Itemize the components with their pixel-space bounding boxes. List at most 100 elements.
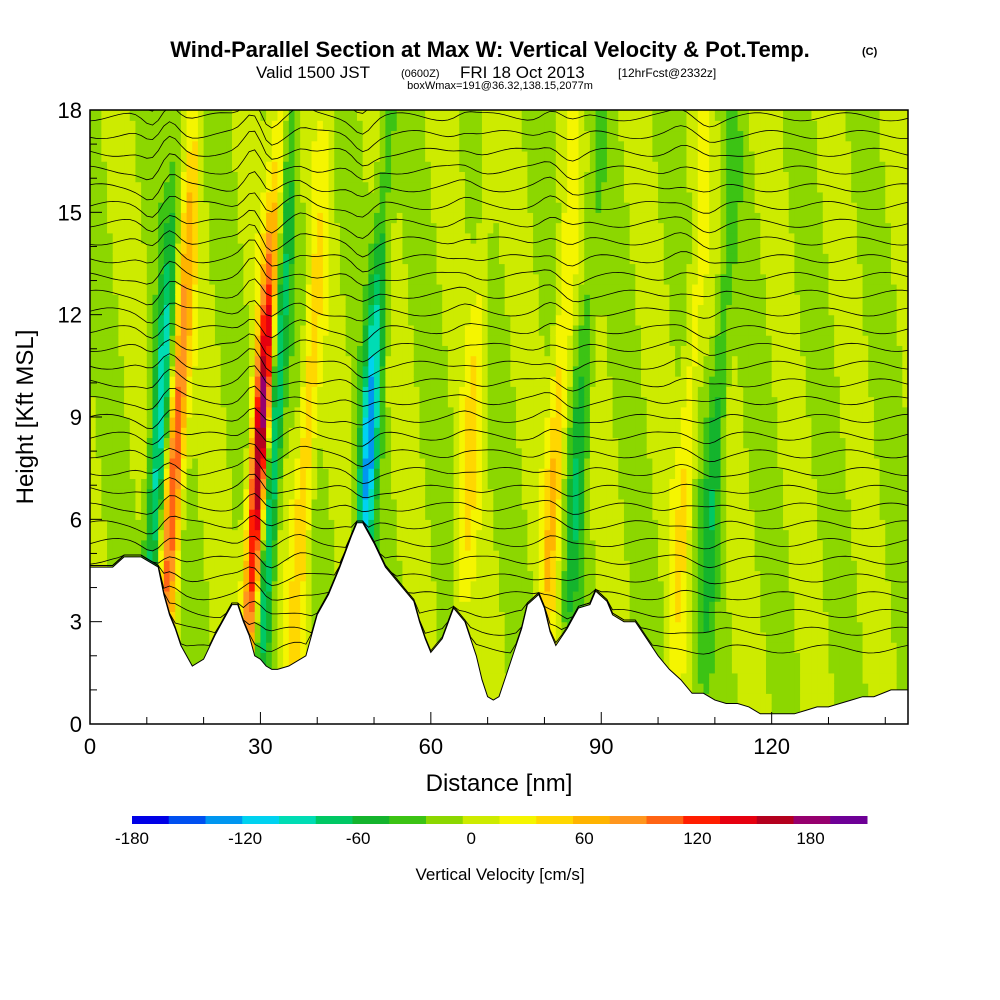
velocity-cell	[124, 417, 131, 428]
velocity-cell	[538, 150, 546, 162]
velocity-cell	[226, 550, 233, 561]
velocity-cell	[288, 560, 296, 572]
velocity-cell	[271, 437, 279, 449]
velocity-cell	[186, 590, 193, 602]
velocity-cell	[271, 345, 279, 357]
velocity-cell	[425, 560, 432, 572]
velocity-cell	[152, 355, 159, 367]
velocity-cell	[351, 294, 358, 306]
velocity-cell	[345, 243, 352, 254]
velocity-cell	[544, 212, 551, 224]
velocity-cell	[516, 601, 523, 613]
velocity-cell	[294, 314, 301, 326]
velocity-cell	[391, 171, 398, 183]
velocity-cell	[209, 365, 216, 377]
velocity-cell	[317, 161, 324, 172]
velocity-cell	[271, 365, 279, 377]
velocity-cell	[232, 335, 239, 346]
velocity-cell	[141, 417, 148, 428]
velocity-cell	[544, 273, 551, 285]
velocity-cell	[243, 222, 250, 234]
velocity-cell	[180, 283, 188, 295]
velocity-cell	[118, 550, 125, 561]
velocity-cell	[243, 447, 250, 459]
velocity-cell	[203, 263, 210, 275]
velocity-cell	[481, 590, 489, 602]
velocity-cell	[379, 324, 386, 336]
velocity-cell	[283, 345, 290, 357]
velocity-cell	[499, 150, 506, 162]
velocity-cell	[317, 191, 324, 203]
velocity-cell	[249, 181, 256, 193]
velocity-cell	[533, 181, 540, 193]
velocity-cell	[158, 314, 165, 326]
velocity-cell	[260, 509, 267, 520]
velocity-cell	[243, 304, 250, 316]
velocity-cell	[425, 447, 432, 459]
velocity-cell	[351, 406, 358, 418]
velocity-cell	[504, 396, 511, 408]
velocity-cell	[322, 335, 330, 346]
velocity-cell	[396, 519, 404, 531]
velocity-cell	[538, 447, 546, 459]
velocity-cell	[169, 191, 176, 203]
velocity-cell	[345, 427, 352, 439]
velocity-cell	[271, 120, 279, 132]
velocity-cell	[300, 601, 307, 613]
velocity-cell	[453, 478, 460, 490]
velocity-cell	[493, 580, 500, 592]
velocity-cell	[345, 150, 352, 162]
velocity-cell	[419, 437, 426, 449]
velocity-cell	[220, 171, 227, 183]
velocity-cell	[481, 120, 489, 132]
velocity-cell	[152, 191, 159, 203]
velocity-cell	[476, 601, 483, 613]
velocity-cell	[107, 232, 114, 244]
velocity-cell	[510, 631, 517, 643]
velocity-cell	[402, 181, 409, 193]
velocity-cell	[112, 283, 119, 295]
velocity-cell	[499, 283, 506, 295]
velocity-cell	[402, 140, 409, 152]
velocity-cell	[334, 560, 341, 572]
velocity-cell	[129, 314, 137, 326]
velocity-cell	[192, 161, 199, 172]
velocity-cell	[146, 509, 154, 520]
velocity-cell	[180, 406, 188, 418]
velocity-cell	[112, 253, 119, 265]
velocity-cell	[317, 560, 324, 572]
velocity-cell	[169, 365, 176, 377]
velocity-cell	[470, 120, 477, 132]
velocity-cell	[163, 488, 171, 500]
velocity-cell	[220, 478, 227, 490]
velocity-cell	[459, 171, 466, 183]
velocity-cell	[487, 437, 494, 449]
velocity-cell	[510, 294, 517, 306]
velocity-cell	[447, 601, 455, 613]
velocity-cell	[90, 345, 97, 357]
velocity-cell	[300, 642, 307, 653]
velocity-cell	[124, 539, 131, 551]
velocity-cell	[203, 580, 210, 592]
velocity-cell	[294, 427, 301, 439]
velocity-cell	[180, 355, 188, 367]
velocity-cell	[95, 335, 102, 346]
velocity-cell	[351, 273, 358, 285]
velocity-cell	[368, 427, 375, 439]
velocity-cell	[243, 253, 250, 265]
velocity-cell	[175, 580, 182, 592]
velocity-cell	[453, 324, 460, 336]
velocity-cell	[555, 386, 563, 398]
velocity-cell	[260, 263, 267, 275]
velocity-cell	[379, 498, 386, 510]
velocity-cell	[163, 202, 171, 213]
velocity-cell	[283, 601, 290, 613]
velocity-cell	[533, 417, 540, 428]
velocity-cell	[493, 232, 500, 244]
velocity-cell	[499, 243, 506, 254]
velocity-cell	[118, 498, 125, 510]
velocity-cell	[533, 243, 540, 254]
velocity-cell	[476, 386, 483, 398]
velocity-cell	[271, 550, 279, 561]
velocity-cell	[305, 283, 313, 295]
